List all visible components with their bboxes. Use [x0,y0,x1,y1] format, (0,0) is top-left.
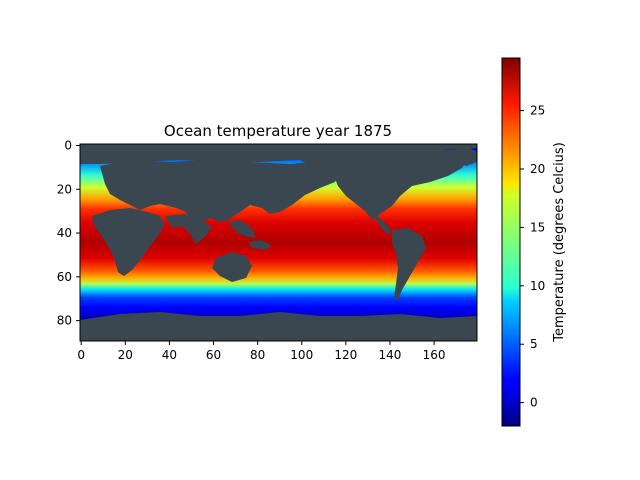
colorbar-frame [501,57,521,427]
x-tick-label: 20 [118,348,133,362]
australia [212,252,252,282]
indonesia [248,240,272,250]
greenland [448,148,477,166]
colorbar-label: Temperature (degrees Celcius) [552,142,567,343]
colorbar-tick-label: 0 [530,396,538,410]
colorbar: 0 5 10 15 20 25 Temperature (degrees Celcius) [501,57,567,427]
x-tick-label: 40 [162,348,177,362]
y-tick-label: 40 [57,226,72,240]
x-tick-label: 0 [77,348,85,362]
north-america [300,150,470,220]
antarctica [80,312,477,341]
x-tick-label: 160 [423,348,446,362]
colorbar-body [502,58,520,426]
x-tick-label: 120 [334,348,357,362]
southeast-asia [228,220,256,238]
india-arabia [165,214,212,244]
colorbar-tick-label: 25 [530,104,545,118]
x-tick-label: 140 [379,348,402,362]
x-axis-ticks: 0 20 40 60 80 100 120 140 160 [77,341,446,362]
x-tick-label: 60 [206,348,221,362]
colorbar-tick-label: 20 [530,162,545,176]
y-tick-label: 80 [57,314,72,328]
y-tick-label: 60 [57,270,72,284]
heatmap-frame [79,143,478,342]
central-america [372,214,392,234]
y-tick-label: 20 [57,182,72,196]
heatmap-axes: Ocean temperature year 1875 0 20 40 60 80 100… [57,122,478,362]
y-tick-label: 0 [64,139,72,153]
eurasia [100,160,340,226]
colorbar-tick-label: 10 [530,279,545,293]
south-america [392,228,426,300]
colorbar-ticks: 0 5 10 15 20 25 [520,104,545,410]
land-mask [80,144,477,341]
colorbar-tick-label: 15 [530,220,545,234]
heatmap-image [80,144,477,341]
x-tick-label: 100 [290,348,313,362]
arctic-land [80,144,477,164]
chart-title: Ocean temperature year 1875 [164,122,392,140]
colorbar-tick-label: 5 [530,337,538,351]
x-tick-label: 80 [250,348,265,362]
africa [92,208,165,276]
y-axis-ticks: 0 20 40 60 80 [57,139,80,328]
